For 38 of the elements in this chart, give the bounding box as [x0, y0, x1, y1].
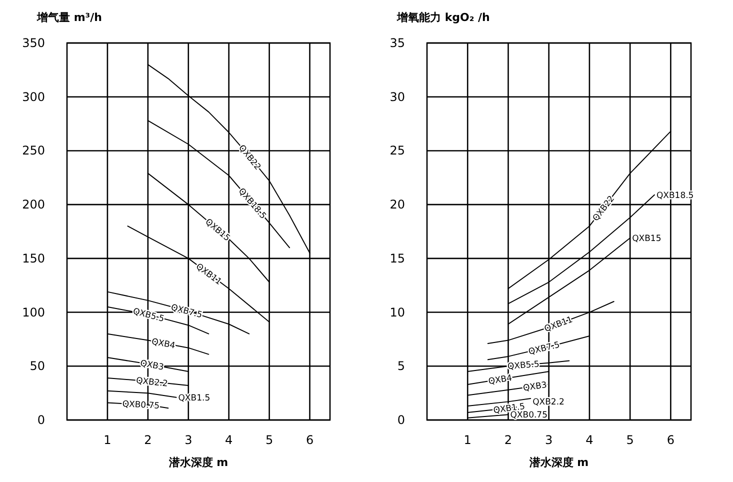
text: QXB4 — [150, 337, 176, 352]
y-tick-label: 300 — [22, 90, 45, 104]
series-label: QXB0.75 — [122, 400, 160, 412]
y-tick-label: 0 — [37, 413, 45, 427]
y-tick-label: 0 — [397, 413, 405, 427]
series-label: QXB15 — [632, 234, 662, 244]
x-tick-label: 6 — [306, 433, 314, 447]
x-tick-label: 4 — [225, 433, 233, 447]
y-tick-label: 20 — [390, 198, 405, 212]
x-tick-label: 2 — [144, 433, 152, 447]
text: QXB2.2 — [136, 376, 168, 390]
y-tick-label: 10 — [390, 305, 405, 320]
y-tick-label: 35 — [390, 36, 405, 50]
y-tick-label: 150 — [22, 251, 45, 266]
y-tick-label: 250 — [22, 144, 45, 158]
x-axis-title: 潜水深度 m — [528, 456, 589, 469]
x-tick-label: 3 — [184, 433, 192, 447]
x-tick-label: 6 — [666, 433, 675, 447]
text: QXB4 — [488, 373, 513, 388]
x-tick-label: 1 — [464, 433, 472, 447]
y-tick-label: 100 — [22, 305, 45, 320]
x-tick-label: 1 — [104, 433, 112, 447]
x-tick-label: 5 — [265, 433, 274, 447]
y-tick-label: 50 — [30, 359, 45, 374]
y-tick-label: 200 — [22, 198, 45, 212]
y-axis-title: 增气量 m³/h — [36, 11, 102, 24]
y-tick-label: 25 — [390, 144, 405, 158]
x-tick-label: 5 — [626, 433, 634, 447]
y-tick-label: 30 — [390, 90, 405, 104]
x-tick-label: 2 — [504, 433, 512, 447]
y-tick-label: 15 — [390, 251, 405, 266]
y-axis-title: 增氧能力 kgO₂ /h — [396, 11, 490, 24]
y-tick-label: 350 — [22, 36, 45, 50]
y-tick-label: 5 — [397, 359, 405, 374]
x-tick-label: 3 — [545, 433, 553, 447]
x-axis-title: 潜水深度 m — [168, 456, 228, 469]
text: QXB3 — [522, 380, 548, 394]
x-tick-label: 4 — [586, 433, 594, 447]
